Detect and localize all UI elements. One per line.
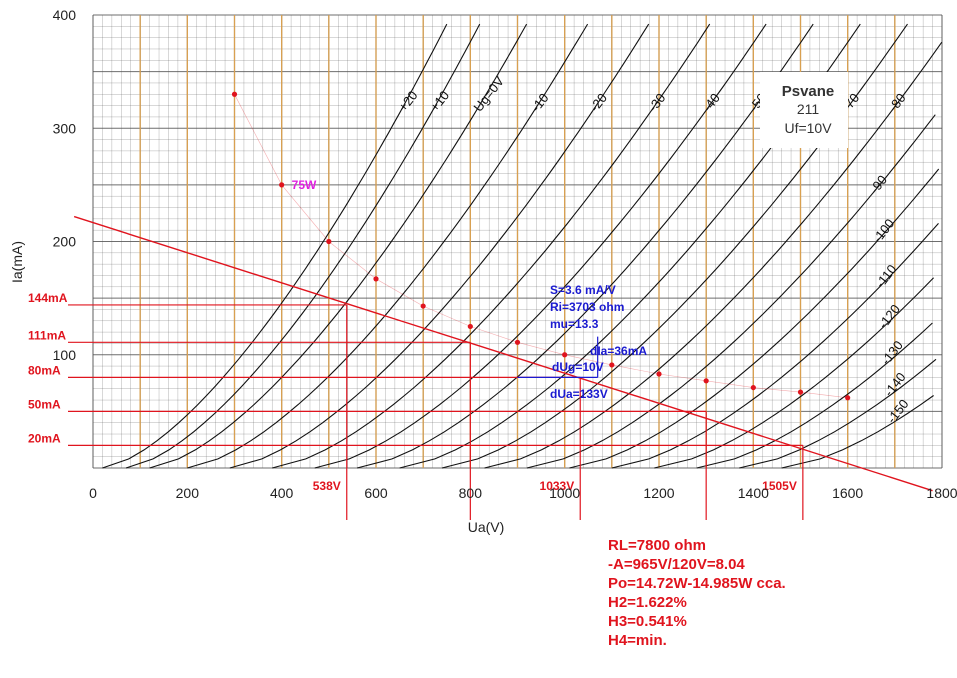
grid-curve — [611, 223, 939, 469]
grid-curve — [102, 23, 448, 469]
grid-curve — [125, 23, 481, 469]
results-panel: RL=7800 ohm -A=965V/120V=8.04 Po=14.72W-… — [608, 536, 786, 650]
x-tick-label: 1200 — [643, 485, 674, 501]
grid-curve — [526, 114, 936, 469]
grid-curve — [739, 358, 937, 469]
grid-curve — [314, 23, 767, 469]
x-tick-label: 0 — [89, 485, 97, 501]
x-tick-label: 1600 — [832, 485, 863, 501]
power-curve-point — [514, 339, 521, 345]
grid-curve — [569, 168, 940, 469]
power-curve-label: 75W — [292, 178, 317, 192]
power-curve-point — [467, 323, 473, 330]
grid-curve — [484, 41, 943, 469]
level-label: 20mA — [28, 431, 61, 445]
power-curve-point — [750, 384, 756, 391]
annotation-dia: dIa=36mA — [590, 344, 647, 358]
grid-curve-label: +10 — [427, 88, 452, 115]
axis-ticks: 0 200 400 600 800 1000 1200 1400 1600 1800 100 200 3… — [53, 7, 957, 501]
y-axis-label: Ia(mA) — [9, 241, 25, 283]
power-curve-point — [609, 362, 615, 368]
power-curve-point — [703, 378, 709, 384]
x-tick-label: 1400 — [738, 485, 769, 501]
power-curve-point — [279, 182, 285, 188]
grid-curve — [781, 395, 934, 469]
grid-curve-label: Ug=0V — [470, 73, 507, 114]
y-tick-label: 100 — [53, 347, 77, 363]
annotation-dua: dUa=133V — [550, 387, 608, 401]
voltage-marker-label: 1505V — [762, 479, 797, 493]
grid-curve-label: -110 — [872, 262, 899, 291]
power-curve-point — [656, 371, 662, 377]
x-axis-label: Ua(V) — [468, 519, 505, 535]
power-curve-point — [420, 303, 426, 309]
grid-curve — [696, 322, 933, 469]
load-line — [73, 215, 933, 492]
grid-curve-label: +20 — [395, 88, 420, 115]
grid-curve — [229, 23, 650, 469]
grid-curve — [272, 23, 711, 469]
x-tick-label: 800 — [459, 485, 483, 501]
slope-triangle — [517, 336, 599, 378]
y-tick-label: 400 — [53, 7, 77, 23]
grid-curve-label: -120 — [875, 302, 903, 332]
annotation-dug: dUg=10V — [552, 360, 604, 374]
power-curve-point — [562, 352, 568, 358]
x-tick-label: 1800 — [926, 485, 957, 501]
grid-curve — [187, 23, 589, 469]
result-gain: -A=965V/120V=8.04 — [608, 556, 745, 573]
result-h2: H2=1.622% — [608, 594, 687, 611]
level-label: 50mA — [28, 397, 61, 411]
grid-curve — [654, 277, 934, 469]
power-curve-point — [845, 395, 851, 401]
x-tick-label: 400 — [270, 485, 294, 501]
tube-brand: Psvane — [782, 83, 835, 100]
x-tick-label: 200 — [176, 485, 200, 501]
power-dissipation-curve: 75W — [231, 91, 851, 401]
grid-curve — [441, 23, 908, 469]
power-curve-point — [231, 91, 238, 97]
operating-levels: 144mA 111mA 80mA 50mA 20mA — [28, 291, 804, 520]
level-label: 80mA — [28, 363, 61, 377]
x-tick-label: 1000 — [549, 485, 580, 501]
load-line-group — [73, 215, 933, 492]
tube-heater: Uf=10V — [784, 120, 832, 136]
annotation-mu: mu=13.3 — [550, 317, 599, 331]
power-curve-point — [797, 389, 804, 395]
voltage-marker-label: 538V — [313, 479, 341, 493]
annotation-s: S=3.6 mA/V — [550, 283, 616, 297]
power-curve-point — [373, 276, 379, 282]
annotation-ri: Ri=3703 ohm — [550, 300, 624, 314]
result-rl: RL=7800 ohm — [608, 537, 706, 554]
level-label: 111mA — [28, 328, 66, 342]
result-h4: H4=min. — [608, 632, 667, 649]
grid-voltage-curves — [102, 23, 943, 469]
result-h3: H3=0.541% — [608, 613, 687, 630]
grid-curve — [356, 23, 814, 469]
y-tick-label: 300 — [53, 120, 77, 136]
y-tick-label: 200 — [53, 234, 77, 250]
result-po: Po=14.72W-14.985W cca. — [608, 575, 786, 592]
voltage-markers: 538V 1033V 1505V — [313, 479, 797, 493]
grid-curve — [149, 23, 528, 469]
voltage-marker-label: 1033V — [540, 479, 575, 493]
grid-curve-label: -130 — [878, 338, 906, 368]
power-curve-point — [326, 238, 332, 245]
power-curve-line — [234, 94, 848, 399]
x-tick-label: 600 — [364, 485, 388, 501]
tube-model: 211 — [797, 101, 820, 117]
tube-label-box — [760, 72, 848, 148]
level-label: 144mA — [28, 291, 68, 305]
